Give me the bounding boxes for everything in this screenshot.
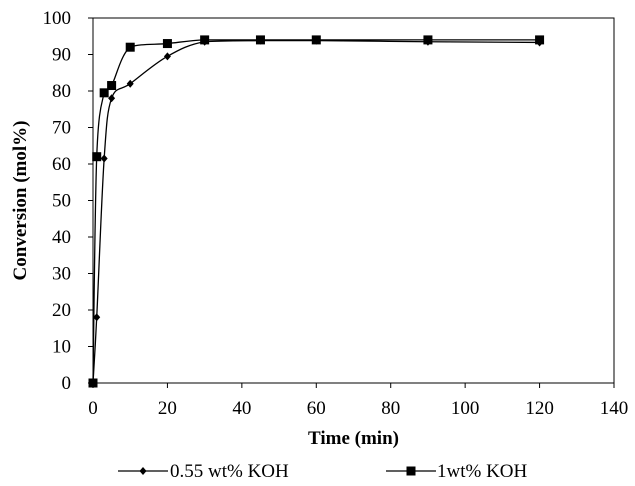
x-tick-label: 80 — [381, 398, 400, 419]
data-point-1wt-koh — [88, 378, 98, 388]
data-point-1wt-koh — [311, 35, 321, 45]
x-tick-label: 0 — [88, 398, 98, 419]
y-tick-label: 30 — [52, 264, 71, 285]
y-tick-label: 70 — [52, 118, 71, 139]
x-tick-label: 140 — [600, 398, 629, 419]
x-axis-title: Time (min) — [308, 428, 399, 449]
x-tick-label: 60 — [307, 398, 326, 419]
data-point-0-55-wt-koh — [108, 94, 116, 103]
data-point-1wt-koh — [92, 152, 102, 162]
legend: 0.55 wt% KOH 1wt% KOH — [118, 461, 528, 482]
data-point-0-55-wt-koh — [163, 52, 171, 61]
series-markers — [88, 35, 545, 388]
data-point-1wt-koh — [162, 39, 172, 49]
legend-item-0-55-wt-koh: 0.55 wt% KOH — [118, 461, 289, 482]
data-point-1wt-koh — [200, 35, 210, 45]
data-point-1wt-koh — [535, 35, 545, 45]
x-tick-label: 40 — [232, 398, 251, 419]
diamond-marker-icon — [139, 467, 147, 475]
data-point-0-55-wt-koh — [100, 154, 108, 163]
y-axis-title: Conversion (mol%) — [10, 121, 31, 281]
legend-label-0-55-wt-koh: 0.55 wt% KOH — [170, 461, 289, 482]
y-tick-label: 60 — [52, 154, 71, 175]
series-lines — [92, 39, 540, 384]
data-point-1wt-koh — [125, 42, 135, 52]
y-tick-label: 0 — [62, 373, 72, 394]
y-tick-label: 10 — [52, 337, 71, 358]
series-line-0-55-wt-koh — [92, 39, 540, 384]
y-tick-label: 80 — [52, 81, 71, 102]
legend-label-1wt-koh: 1wt% KOH — [437, 461, 528, 482]
data-point-1wt-koh — [107, 81, 117, 91]
y-tick-label: 40 — [52, 227, 71, 248]
square-marker-icon — [406, 466, 416, 476]
legend-item-1wt-koh: 1wt% KOH — [386, 461, 528, 482]
data-point-1wt-koh — [99, 88, 109, 98]
plot-border — [92, 17, 615, 384]
data-point-0-55-wt-koh — [93, 313, 101, 322]
x-tick-label: 120 — [525, 398, 554, 419]
y-tick-label: 100 — [43, 8, 72, 29]
y-axis-ticks: 0 10 20 30 40 50 60 70 80 90 100 — [43, 8, 93, 394]
data-point-1wt-koh — [255, 35, 265, 45]
data-point-0-55-wt-koh — [126, 79, 134, 88]
y-tick-label: 20 — [52, 300, 71, 321]
x-axis-ticks: 0 20 40 60 80 100 120 140 — [88, 383, 628, 419]
x-tick-label: 100 — [451, 398, 480, 419]
plot-area — [92, 17, 615, 384]
data-point-1wt-koh — [423, 35, 433, 45]
x-tick-label: 20 — [158, 398, 177, 419]
y-tick-label: 50 — [52, 191, 71, 212]
series-line-1wt-koh — [92, 39, 540, 384]
y-tick-label: 90 — [52, 45, 71, 66]
